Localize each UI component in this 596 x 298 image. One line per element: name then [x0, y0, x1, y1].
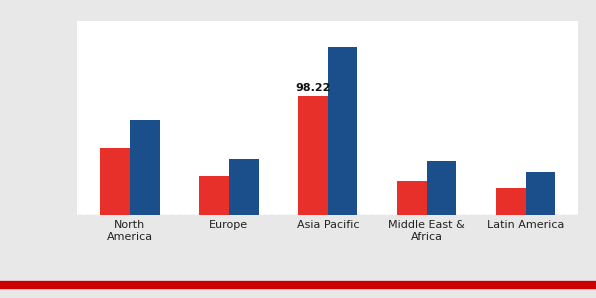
- Bar: [100, 148, 130, 215]
- Bar: [130, 120, 160, 215]
- Bar: [496, 188, 526, 215]
- Bar: [397, 181, 427, 215]
- Bar: [427, 161, 457, 215]
- Text: 98.22: 98.22: [295, 83, 331, 93]
- Bar: [298, 96, 328, 215]
- Bar: [229, 159, 259, 215]
- Bar: [199, 176, 229, 215]
- Bar: [328, 47, 358, 215]
- Bar: [526, 172, 555, 215]
